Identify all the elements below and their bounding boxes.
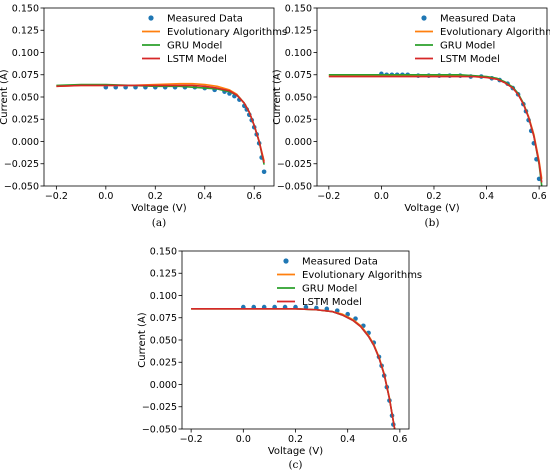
legend-label: Evolutionary Algorithms [440, 27, 550, 38]
chart-panel-c: −0.2 0.0 0.2 0.4 0.6 −0.050 −0.025 0.000 0.025 0.… [137, 246, 422, 471]
y-tick-label: −0.025 [4, 159, 39, 170]
legend-marker [148, 15, 154, 21]
y-tick-label: 0.150 [12, 3, 39, 14]
series-line-gru-model [328, 73, 543, 186]
x-tick-label: −0.2 [180, 434, 203, 445]
y-tick-label: 0.100 [12, 48, 39, 59]
panel-label: (a) [152, 217, 166, 229]
y-tick-label: 0.025 [12, 115, 39, 126]
y-tick-label: 0.125 [150, 269, 177, 280]
legend-label: Evolutionary Algorithms [167, 27, 287, 38]
legend-label: Measured Data [440, 14, 516, 25]
y-tick-label: 0.100 [285, 48, 312, 59]
y-tick-label: 0.125 [285, 26, 312, 37]
y-tick-label: 0.050 [12, 92, 39, 103]
plot-frame [316, 7, 548, 187]
series-line-evolutionary-algorithms [328, 74, 543, 179]
x-tick-label: 0.6 [392, 434, 407, 445]
x-tick-label: 0.2 [148, 191, 163, 202]
y-tick-label: 0.050 [150, 335, 177, 346]
plot-frame [181, 250, 410, 430]
y-tick-label: 0.075 [12, 70, 39, 81]
legend-label: GRU Model [167, 41, 222, 52]
data-point-measured-data [303, 304, 309, 310]
series-line-lstm-model [328, 75, 543, 183]
y-tick-label: −0.050 [4, 181, 39, 192]
x-axis-label: Voltage (V) [131, 203, 186, 214]
legend-label: Measured Data [302, 257, 378, 268]
x-axis-label: Voltage (V) [268, 446, 323, 457]
y-tick-label: 0.100 [150, 291, 177, 302]
x-tick-label: 0.4 [197, 191, 212, 202]
y-tick-label: 0.025 [285, 115, 312, 126]
y-tick-label: 0.150 [285, 3, 312, 14]
legend-label: LSTM Model [167, 54, 227, 65]
x-tick-label: 0.4 [479, 191, 494, 202]
y-axis-label: Current (A) [0, 69, 10, 124]
y-tick-label: −0.025 [277, 159, 312, 170]
x-tick-label: 0.6 [532, 191, 547, 202]
y-tick-label: 0.075 [285, 70, 312, 81]
series-line-lstm-model [56, 84, 265, 164]
legend-label: GRU Model [302, 284, 357, 295]
y-tick-label: 0.000 [150, 380, 177, 391]
legend-marker [283, 258, 289, 264]
y-tick-label: −0.025 [142, 402, 177, 413]
legend-label: Measured Data [167, 14, 243, 25]
chart-panel-b: −0.2 0.0 0.2 0.4 0.6 −0.050 −0.025 0.000 0.025 0.… [272, 3, 550, 229]
panel-label: (c) [288, 459, 302, 471]
x-tick-label: 0.2 [288, 434, 303, 445]
x-tick-label: −0.2 [317, 191, 340, 202]
x-tick-label: −0.2 [45, 191, 68, 202]
y-tick-label: 0.025 [150, 358, 177, 369]
legend-label: GRU Model [440, 41, 495, 52]
y-tick-label: 0.125 [12, 26, 39, 37]
x-tick-label: 0.6 [247, 191, 262, 202]
y-axis-label: Current (A) [137, 312, 148, 367]
y-tick-label: 0.075 [150, 313, 177, 324]
plot-area [56, 82, 267, 175]
y-tick-label: 0.000 [12, 137, 39, 148]
plot-frame [43, 7, 275, 187]
x-axis-label: Voltage (V) [404, 203, 459, 214]
panel-label: (b) [425, 217, 440, 229]
y-tick-label: −0.050 [277, 181, 312, 192]
chart-panel-a: −0.2 0.0 0.2 0.4 0.6 −0.050 −0.025 0.000 0.025 0.… [0, 3, 287, 229]
legend-label: Evolutionary Algorithms [302, 270, 422, 281]
series-line-lstm-model [191, 308, 396, 429]
plot-area [191, 304, 396, 429]
legend-label: LSTM Model [302, 297, 362, 308]
plot-area [328, 71, 543, 186]
x-tick-label: 0.2 [426, 191, 441, 202]
legend-marker [421, 15, 427, 21]
y-tick-label: −0.050 [142, 424, 177, 435]
x-tick-label: 0.0 [374, 191, 389, 202]
legend-label: LSTM Model [440, 54, 500, 65]
x-tick-label: 0.0 [98, 191, 113, 202]
x-tick-label: 0.4 [340, 434, 355, 445]
x-tick-label: 0.0 [236, 434, 251, 445]
data-point-measured-data [345, 311, 350, 317]
data-point-measured-data [261, 169, 267, 175]
y-axis-label: Current (A) [272, 69, 283, 124]
y-tick-label: 0.000 [285, 137, 312, 148]
y-tick-label: 0.150 [150, 246, 177, 257]
y-tick-label: 0.050 [285, 92, 312, 103]
